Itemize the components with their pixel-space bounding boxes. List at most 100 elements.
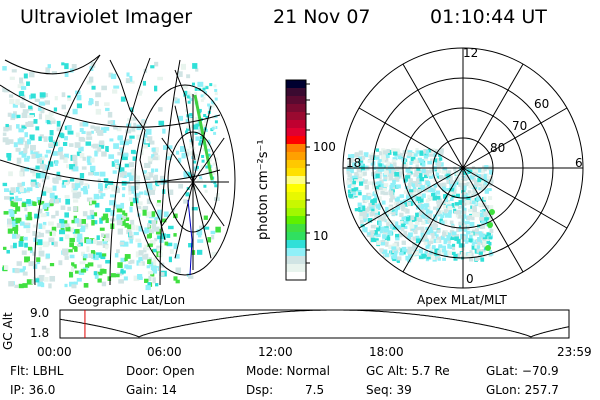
aurora-pixel [194, 120, 198, 124]
aurora-pixel [384, 218, 388, 223]
aurora-pixel [209, 83, 213, 87]
aurora-pixel [470, 205, 474, 209]
colorbar-band [286, 80, 306, 88]
aurora-pixel [384, 158, 389, 163]
aurora-pixel [88, 253, 94, 258]
aurora-pixel [467, 216, 471, 221]
aurora-pixel [123, 153, 129, 157]
aurora-pixel [477, 240, 483, 244]
aurora-pixel [202, 96, 206, 100]
aurora-pixel [72, 155, 78, 161]
aurora-pixel [147, 259, 152, 265]
aurora-pixel [191, 82, 195, 86]
colorbar-tick-100: 100 [313, 140, 336, 154]
aurora-pixel [386, 218, 391, 223]
aurora-pixel [462, 202, 467, 206]
colorbar-band [286, 112, 306, 120]
aurora-pixel [76, 236, 81, 243]
aurora-pixel [86, 131, 92, 136]
aurora-pixel [423, 149, 428, 154]
aurora-pixel [351, 188, 357, 192]
aurora-pixel [37, 107, 42, 111]
aurora-pixel [419, 173, 423, 178]
aurora-pixel [397, 256, 402, 261]
aurora-pixel [76, 94, 82, 101]
aurora-pixel [81, 166, 87, 170]
aurora-pixel [401, 216, 406, 220]
aurora-pixel [123, 217, 130, 221]
aurora-pixel [461, 208, 467, 213]
aurora-pixel [136, 134, 141, 140]
aurora-pixel [481, 220, 486, 225]
aurora-pixel [129, 206, 133, 213]
aurora-pixel [426, 253, 432, 257]
grid-line [174, 105, 194, 183]
aurora-pixel [142, 80, 147, 86]
colorbar-band [286, 192, 306, 200]
aurora-pixel [195, 136, 200, 141]
aurora-pixel [208, 158, 212, 162]
aurora-pixel [439, 148, 444, 153]
aurora-pixel [101, 216, 105, 221]
aurora-pixel [392, 179, 396, 185]
aurora-pixel [17, 190, 22, 194]
aurora-pixel [23, 225, 30, 229]
aurora-pixel [357, 158, 362, 162]
aurora-pixel [130, 224, 136, 231]
aurora-pixel [402, 250, 406, 255]
aurora-pixel [173, 213, 178, 219]
aurora-pixel [204, 139, 208, 143]
aurora-pixel [17, 182, 23, 188]
aurora-pixel [421, 168, 426, 174]
aurora-pixel [391, 226, 397, 230]
aurora-pixel [386, 148, 390, 154]
aurora-pixel [24, 256, 30, 263]
aurora-pixel [21, 189, 27, 193]
aurora-pixel [474, 231, 480, 236]
aurora-pixel [51, 139, 56, 143]
aurora-pixel [151, 269, 158, 274]
aurora-pixel [104, 183, 109, 189]
aurora-pixel [120, 257, 127, 262]
aurora-pixel [468, 257, 474, 262]
aurora-pixel [69, 237, 75, 243]
aurora-pixel [427, 148, 431, 153]
aurora-pixel [423, 173, 429, 179]
aurora-pixel [9, 98, 15, 105]
right-panel-label: Apex MLat/MLT [417, 293, 507, 307]
aurora-pixel [203, 215, 208, 220]
aurora-pixel [456, 228, 460, 233]
aurora-pixel [474, 256, 479, 261]
aurora-pixel [151, 220, 157, 225]
aurora-pixel [183, 171, 189, 177]
aurora-pixel [190, 125, 194, 129]
aurora-pixel [3, 188, 10, 192]
aurora-pixel [381, 155, 386, 160]
aurora-pixel [357, 202, 362, 207]
aurora-pixel [380, 190, 385, 195]
aurora-pixel [352, 180, 357, 185]
aurora-pixel [451, 231, 457, 236]
aurora-pixel [122, 187, 126, 191]
aurora-pixel [45, 114, 51, 120]
aurora-pixel [422, 234, 428, 239]
aurora-pixel [214, 166, 218, 170]
aurora-pixel [419, 176, 425, 182]
aurora-pixel [433, 206, 437, 210]
aurora-pixel [471, 245, 477, 250]
aurora-pixel [56, 120, 61, 127]
aurora-pixel [360, 162, 364, 168]
aurora-pixel [436, 200, 441, 204]
aurora-pixel [69, 242, 74, 248]
aurora-pixel [383, 227, 388, 233]
aurora-pixel [436, 204, 442, 209]
aurora-pixel [76, 103, 82, 109]
aurora-pixel [389, 198, 393, 203]
aurora-pixel [442, 176, 447, 180]
aurora-pixel [358, 192, 362, 196]
aurora-pixel [449, 244, 453, 250]
aurora-pixel [196, 179, 200, 183]
alt-frame [59, 309, 570, 339]
aurora-pixel [40, 282, 45, 288]
lat-label-80: 80 [490, 141, 506, 155]
